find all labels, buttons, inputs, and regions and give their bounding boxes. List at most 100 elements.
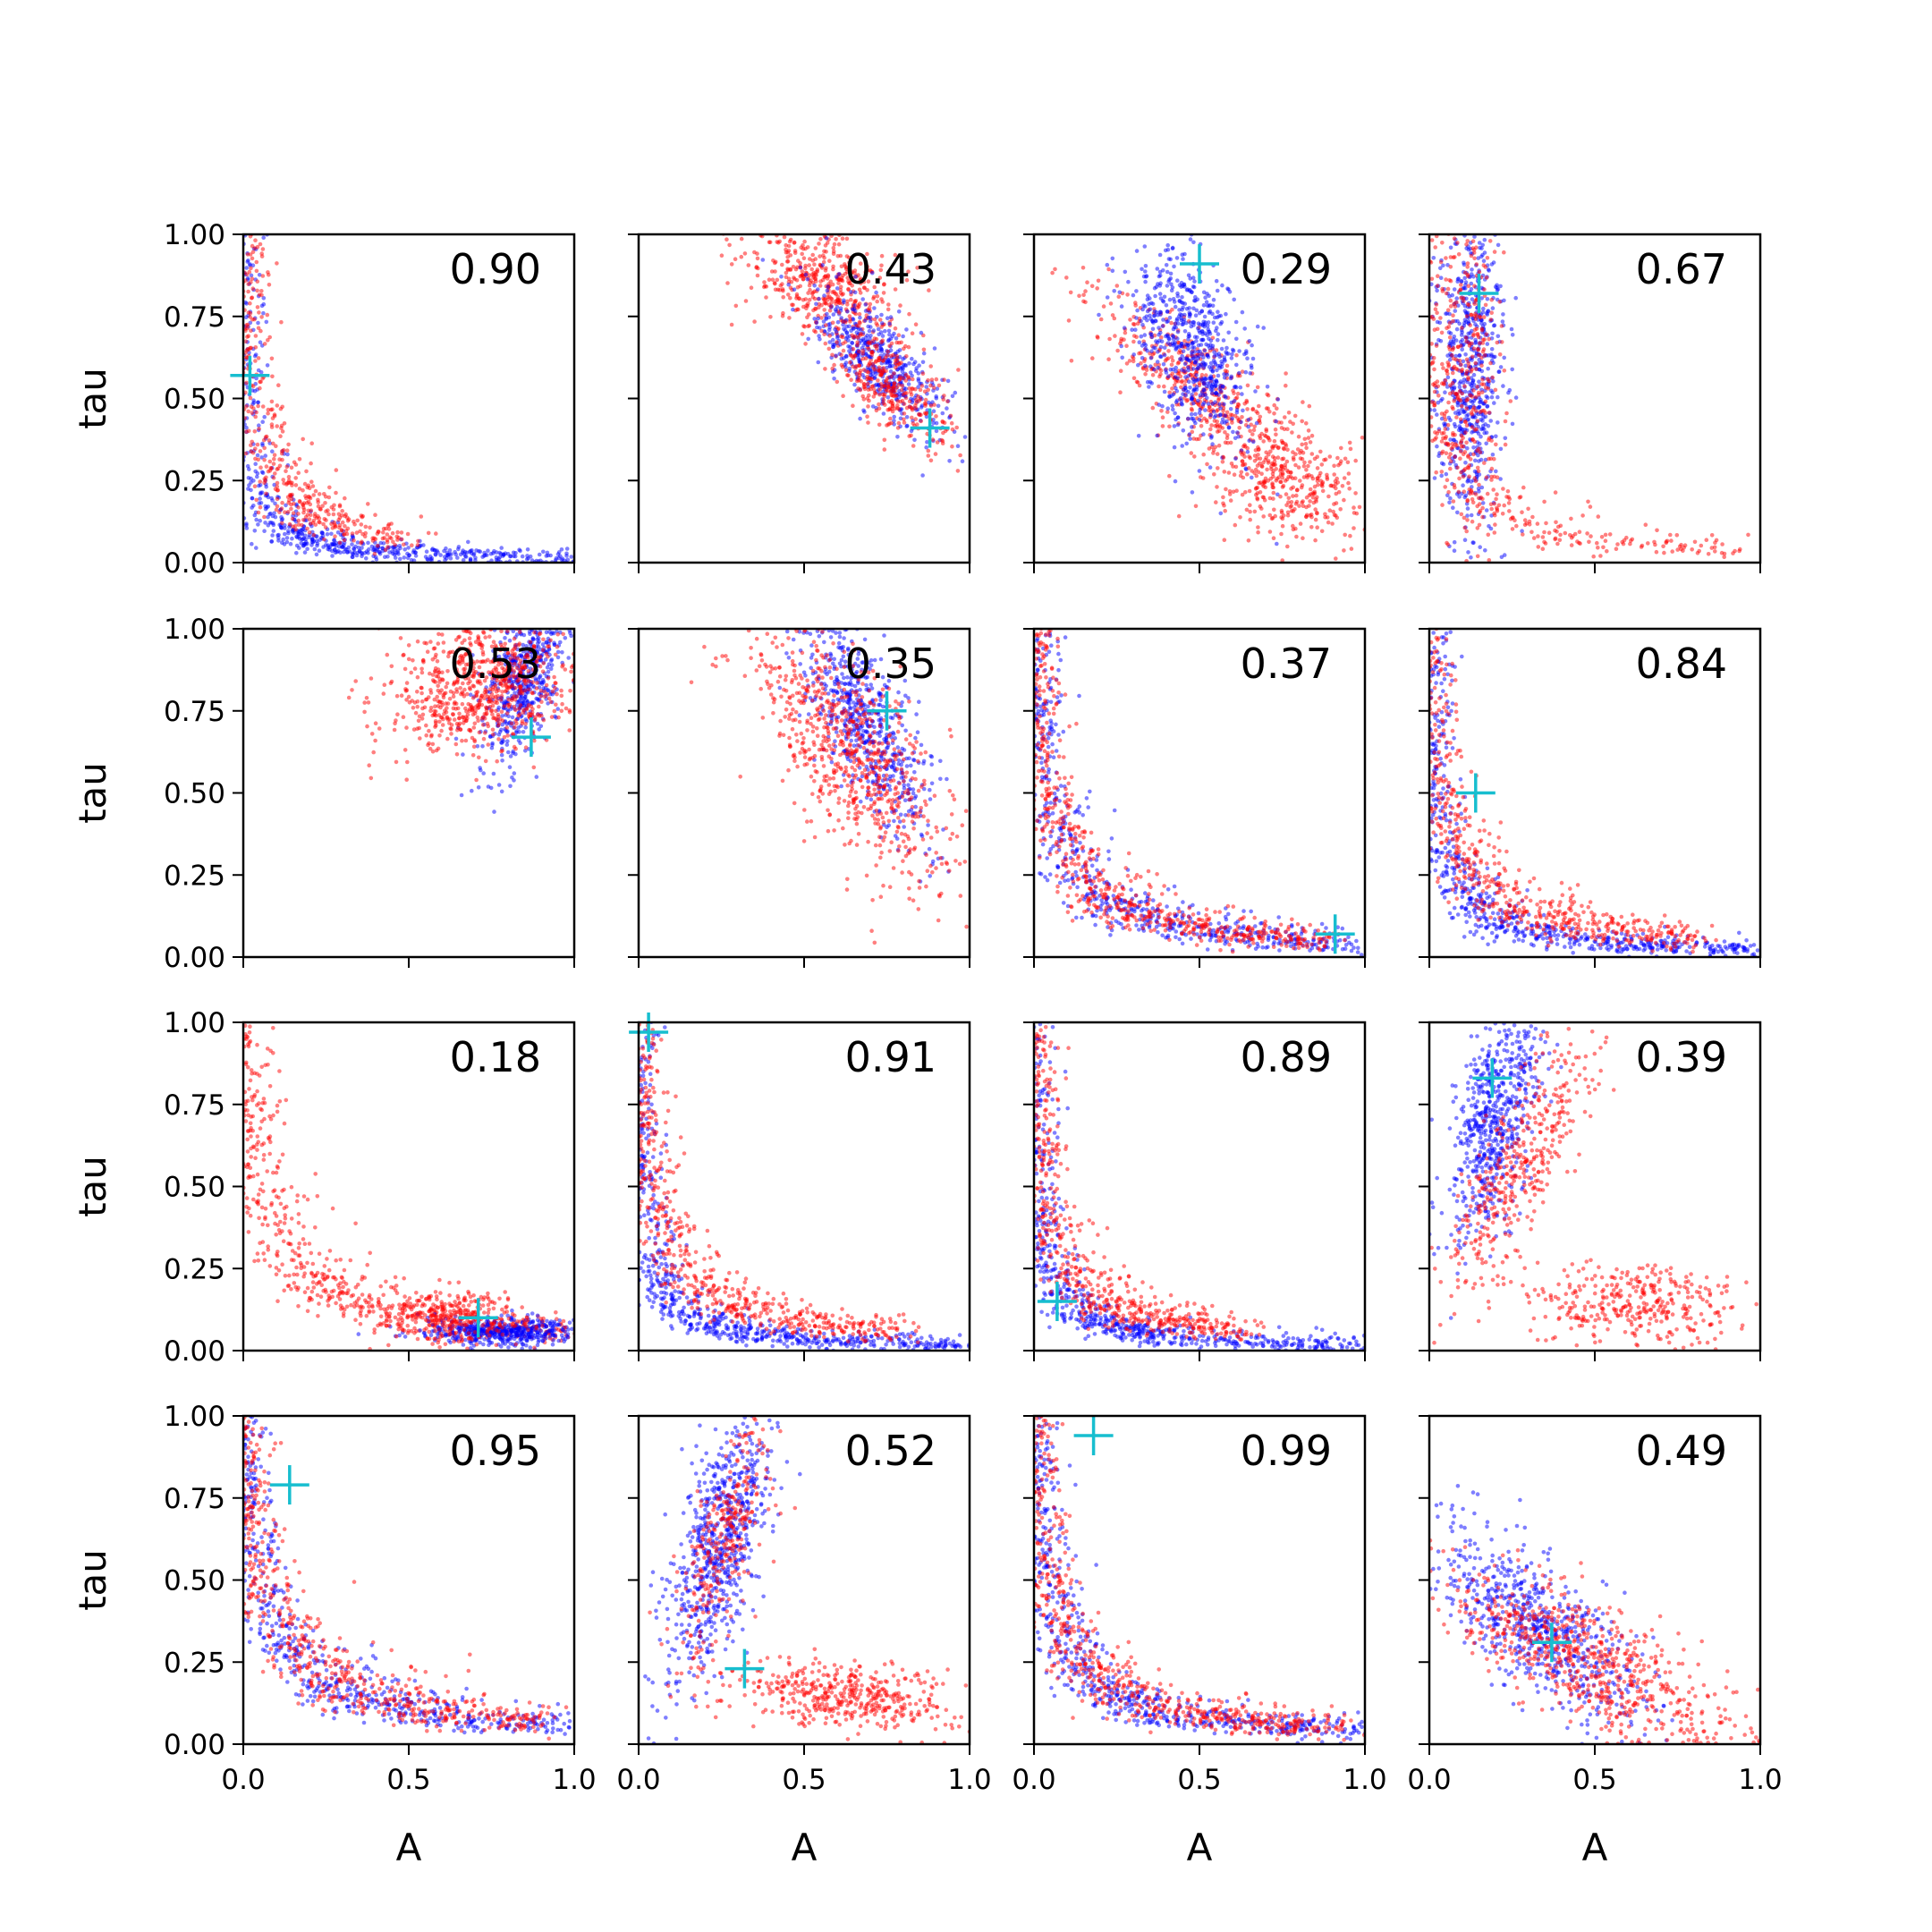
blue-point	[886, 337, 892, 343]
red-point	[1352, 526, 1356, 530]
red-point	[1264, 450, 1268, 455]
blue-point	[830, 369, 835, 374]
blue-point	[1214, 278, 1219, 284]
red-point	[893, 326, 898, 331]
red-point	[1216, 466, 1220, 470]
blue-point	[822, 293, 826, 298]
red-point	[258, 328, 263, 334]
blue-point	[852, 303, 857, 308]
red-point	[794, 294, 800, 299]
red-point	[1301, 536, 1305, 540]
red-point	[1443, 427, 1448, 431]
red-point	[857, 312, 862, 317]
red-point	[904, 354, 909, 359]
red-point	[405, 531, 411, 537]
blue-point	[1249, 363, 1254, 369]
red-point	[1464, 406, 1469, 411]
red-point	[1343, 532, 1347, 538]
red-point	[246, 409, 251, 414]
blue-point	[335, 530, 341, 535]
red-point	[1216, 443, 1222, 448]
red-point	[1327, 454, 1333, 459]
blue-point	[1484, 441, 1488, 446]
red-point	[1266, 461, 1271, 465]
blue-point	[310, 537, 315, 541]
red-point	[822, 308, 826, 312]
blue-point	[1162, 294, 1167, 300]
red-point	[787, 239, 792, 244]
blue-point	[852, 309, 858, 313]
blue-point	[492, 548, 496, 554]
blue-point	[250, 496, 255, 501]
red-point	[264, 491, 268, 496]
red-point	[1069, 359, 1074, 363]
blue-point	[447, 548, 453, 553]
red-point	[1316, 482, 1320, 487]
red-point	[355, 518, 360, 523]
blue-point	[1134, 249, 1140, 253]
blue-point	[360, 546, 364, 550]
red-point	[860, 394, 865, 399]
red-point	[926, 448, 931, 453]
red-point	[250, 384, 256, 389]
red-point	[416, 538, 420, 544]
blue-point	[1140, 267, 1144, 272]
red-point	[1264, 455, 1268, 460]
red-point	[1470, 411, 1475, 417]
red-point	[1483, 265, 1488, 269]
red-point	[1223, 369, 1228, 373]
red-point	[913, 417, 918, 421]
red-point	[1449, 459, 1453, 463]
blue-point	[1174, 389, 1180, 394]
red-point	[845, 275, 850, 280]
blue-point	[1246, 417, 1251, 422]
red-point	[1320, 488, 1326, 494]
blue-point	[868, 318, 873, 324]
blue-point	[1160, 403, 1165, 409]
blue-point	[1150, 301, 1156, 307]
red-point	[1334, 556, 1338, 561]
blue-point	[1137, 340, 1142, 345]
red-point	[792, 240, 797, 245]
red-point	[883, 402, 887, 407]
red-point	[1192, 454, 1197, 459]
red-point	[800, 251, 804, 257]
red-point	[1261, 514, 1266, 519]
blue-point	[835, 286, 840, 291]
blue-point	[1447, 500, 1452, 505]
red-point	[1466, 377, 1470, 382]
red-point	[1546, 530, 1552, 535]
blue-point	[273, 501, 277, 506]
red-point	[1475, 333, 1480, 337]
red-point	[813, 276, 818, 282]
red-point	[843, 368, 849, 373]
red-point	[1484, 475, 1489, 480]
red-point	[940, 419, 945, 425]
red-point	[845, 373, 850, 377]
blue-point	[1250, 475, 1254, 480]
blue-point	[448, 555, 453, 561]
red-point	[1431, 317, 1436, 321]
red-point	[1157, 384, 1161, 389]
blue-point	[350, 542, 354, 547]
red-point	[807, 263, 811, 267]
red-point	[828, 304, 834, 309]
red-point	[872, 284, 877, 290]
blue-point	[1448, 496, 1453, 501]
blue-point	[1213, 360, 1217, 365]
red-point	[1252, 509, 1258, 514]
blue-point	[910, 356, 914, 361]
red-point	[886, 349, 890, 354]
red-point	[835, 254, 841, 258]
red-point	[243, 451, 249, 456]
blue-point	[1275, 492, 1280, 497]
blue-point	[1436, 400, 1441, 405]
red-point	[1226, 470, 1232, 475]
red-point	[1577, 530, 1582, 534]
red-point	[254, 259, 259, 265]
blue-point	[264, 485, 269, 489]
blue-point	[1452, 287, 1457, 292]
red-point	[279, 506, 284, 511]
red-point	[819, 328, 824, 334]
blue-point	[276, 532, 281, 538]
